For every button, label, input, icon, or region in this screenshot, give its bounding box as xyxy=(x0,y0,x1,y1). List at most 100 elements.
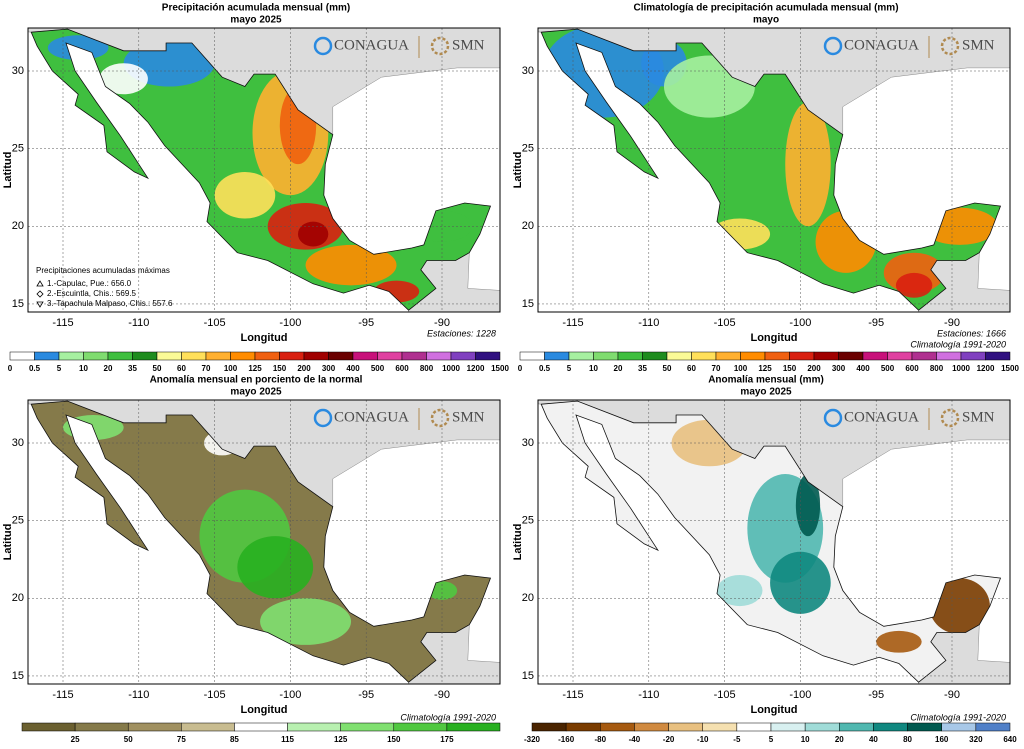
colorbar-swatch xyxy=(476,352,501,360)
field-patch xyxy=(237,536,313,598)
colorbar-label: 150 xyxy=(273,364,287,373)
colorbar-label: 0 xyxy=(518,364,523,373)
max-box-item: 1.-Capulac, Pue.: 656.0 xyxy=(47,279,132,288)
colorbar-label: 125 xyxy=(248,364,262,373)
panel-subtitle: mayo 2025 xyxy=(230,387,282,398)
colorbar-swatch xyxy=(394,723,447,731)
colorbar-swatch xyxy=(569,352,594,360)
colorbar-label: 150 xyxy=(783,364,797,373)
colorbar-swatch xyxy=(600,723,634,731)
y-tick-label: 15 xyxy=(522,298,534,310)
panel-title: Climatología de precipitación acumulada … xyxy=(633,3,898,14)
colorbar-label: 125 xyxy=(334,735,348,744)
colorbar-label: 85 xyxy=(230,735,239,744)
logo-text: CONAGUA xyxy=(844,37,919,53)
y-tick-label: 30 xyxy=(522,65,534,77)
colorbar-label: -320 xyxy=(524,735,541,744)
colorbar-label: 600 xyxy=(905,364,919,373)
colorbar-swatch xyxy=(737,723,771,731)
colorbar-swatch xyxy=(35,352,60,360)
map-panel: -115-110-105-100-95-9030252015Precipitac… xyxy=(2,3,518,373)
colorbar-label: 500 xyxy=(881,364,895,373)
colorbar-swatch xyxy=(873,723,907,731)
x-tick-label: -105 xyxy=(204,317,226,329)
panel-title: Precipitación acumulada mensual (mm) xyxy=(162,3,350,14)
colorbar-swatch xyxy=(942,723,976,731)
colorbar-label: -80 xyxy=(595,735,607,744)
y-tick-label: 20 xyxy=(522,592,534,604)
y-tick-label: 30 xyxy=(12,437,24,449)
colorbar-swatch xyxy=(634,723,668,731)
x-tick-label: -100 xyxy=(789,317,811,329)
colorbar-label: 125 xyxy=(758,364,772,373)
colorbar-label: 300 xyxy=(322,364,336,373)
colorbar-label: 200 xyxy=(297,364,311,373)
colorbar-label: 20 xyxy=(835,735,844,744)
colorbar-swatch xyxy=(976,723,1010,731)
panel-title: Anomalía mensual en porciento de la norm… xyxy=(150,375,363,386)
note: Estaciones: 1228 xyxy=(427,328,496,338)
colorbar-swatch xyxy=(108,352,133,360)
colorbar-label: 0.5 xyxy=(29,364,41,373)
y-axis-label: Latitud xyxy=(512,524,524,561)
note: Climatología 1991-2020 xyxy=(910,712,1006,722)
colorbar-label: 160 xyxy=(935,735,949,744)
colorbar-label: 50 xyxy=(153,364,162,373)
y-tick-label: 30 xyxy=(522,437,534,449)
colorbar-swatch xyxy=(157,352,182,360)
y-axis-label: Latitud xyxy=(512,152,524,189)
x-tick-label: -100 xyxy=(789,689,811,701)
colorbar-label: 20 xyxy=(104,364,113,373)
colorbar-swatch xyxy=(234,723,287,731)
colorbar-label: 25 xyxy=(71,735,80,744)
colorbar-swatch xyxy=(839,352,864,360)
colorbar-label: 40 xyxy=(869,735,878,744)
y-axis-label: Latitud xyxy=(2,152,14,189)
colorbar-label: 60 xyxy=(687,364,696,373)
colorbar-swatch xyxy=(255,352,280,360)
x-tick-label: -115 xyxy=(52,689,73,701)
colorbar-swatch xyxy=(741,352,766,360)
colorbar-label: 400 xyxy=(346,364,360,373)
colorbar-label: -5 xyxy=(733,735,741,744)
colorbar-swatch xyxy=(128,723,181,731)
y-tick-label: 20 xyxy=(12,220,24,232)
colorbar-swatch xyxy=(84,352,109,360)
x-tick-label: -90 xyxy=(944,317,960,329)
colorbar-label: 100 xyxy=(734,364,748,373)
panel-title: Anomalía mensual (mm) xyxy=(708,375,824,386)
colorbar-label: 70 xyxy=(202,364,211,373)
x-tick-label: -100 xyxy=(279,317,301,329)
colorbar-swatch xyxy=(353,352,378,360)
x-axis-label: Longitud xyxy=(750,704,797,716)
max-box-heading: Precipitaciones acumuladas máximas xyxy=(36,266,170,275)
colorbar-swatch xyxy=(716,352,741,360)
logo-text: SMN xyxy=(452,37,485,53)
colorbar-swatch xyxy=(839,723,873,731)
colorbar-swatch xyxy=(986,352,1011,360)
colorbar-swatch xyxy=(182,352,207,360)
colorbar-label: 5 xyxy=(57,364,62,373)
x-tick-label: -115 xyxy=(562,689,583,701)
colorbar-swatch xyxy=(75,723,128,731)
panel-subtitle: mayo 2025 xyxy=(230,15,282,26)
y-tick-label: 20 xyxy=(12,592,24,604)
x-axis-label: Longitud xyxy=(240,332,287,344)
colorbar-swatch xyxy=(329,352,354,360)
colorbar-label: 200 xyxy=(807,364,821,373)
colorbar-label: 640 xyxy=(1003,735,1017,744)
colorbar-swatch xyxy=(304,352,329,360)
colorbar-label: 500 xyxy=(371,364,385,373)
x-tick-label: -115 xyxy=(52,317,73,329)
x-tick-label: -95 xyxy=(358,689,374,701)
x-tick-label: -105 xyxy=(714,689,736,701)
colorbar-swatch xyxy=(594,352,619,360)
logo-text: CONAGUA xyxy=(844,409,919,425)
colorbar-label: 50 xyxy=(124,735,133,744)
colorbar-label: 0.5 xyxy=(539,364,551,373)
colorbar-label: 1500 xyxy=(491,364,509,373)
max-box-item: 2.-Escuintla, Chis.: 569.5 xyxy=(47,289,136,298)
